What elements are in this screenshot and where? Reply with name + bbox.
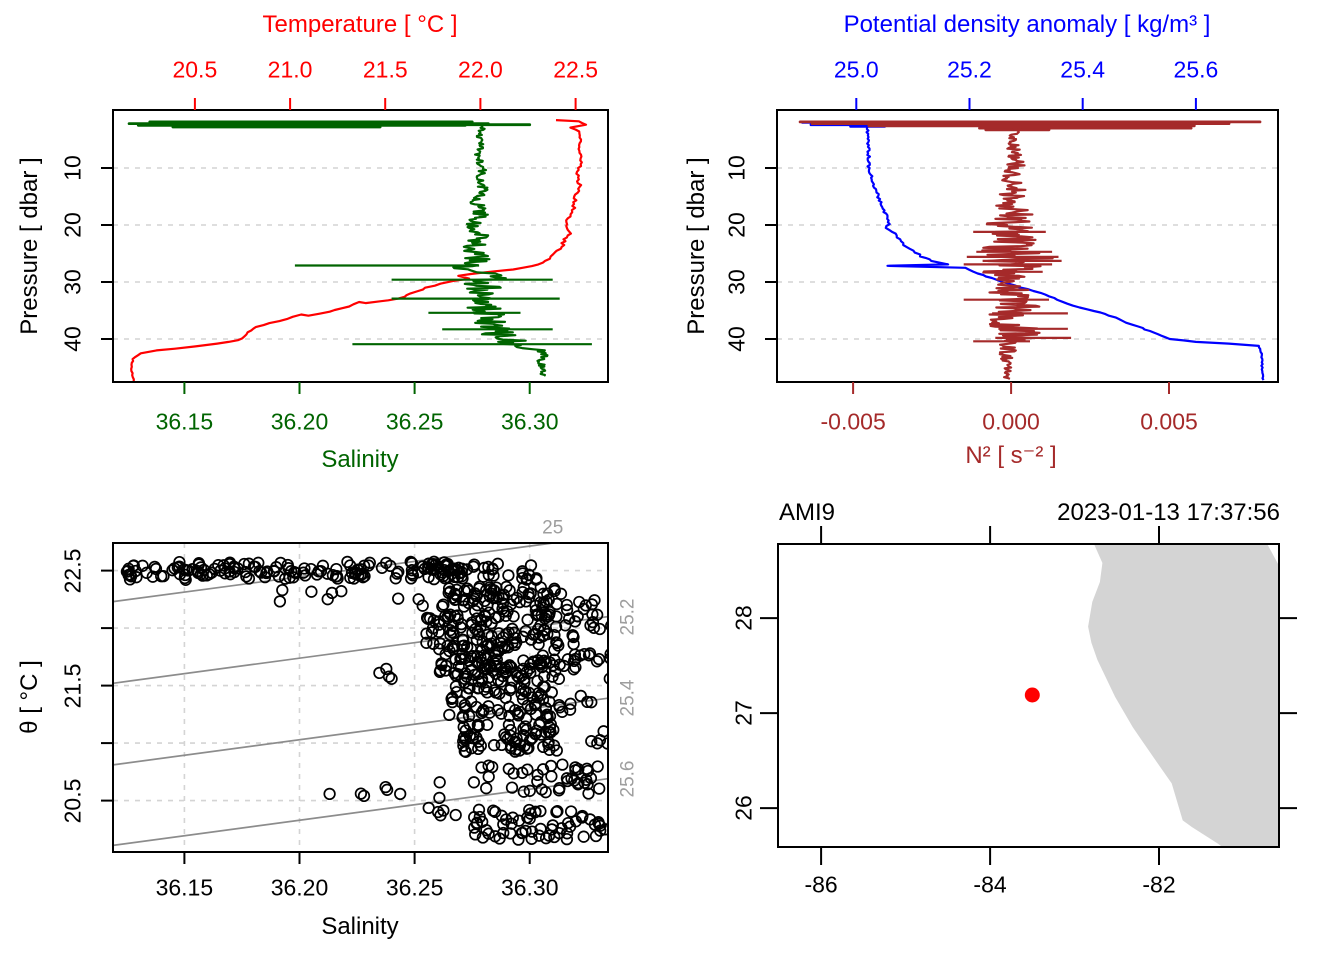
tick-label-theta: 20.5: [59, 778, 86, 823]
tick-label-salinity: 36.30: [500, 408, 559, 435]
tick-label-n2: 0.000: [982, 408, 1040, 435]
tick-label-longitude: -82: [1142, 871, 1176, 898]
tick-label-pressure: 10: [59, 155, 86, 181]
tick-label-salinity-ts: 36.30: [500, 874, 559, 901]
tick-label-density: 25.2: [947, 56, 992, 83]
tick-label-pressure: 40: [59, 326, 86, 352]
station-name-label: AMI9: [779, 499, 836, 526]
tick-label-density: 25.4: [1060, 56, 1106, 83]
tick-label-temperature: 22.0: [458, 56, 503, 83]
tick-label-temperature: 21.0: [267, 56, 313, 83]
isopycnal-label: 25.4: [617, 679, 639, 717]
pressure-axis-title-right: Pressure [ dbar ]: [683, 157, 710, 335]
theta-axis-title: θ [ °C ]: [16, 660, 43, 734]
isopycnal-label: 25.6: [617, 760, 639, 798]
tick-label-theta: 21.5: [59, 663, 86, 708]
tick-label-longitude: -84: [973, 871, 1007, 898]
station-marker: [1024, 687, 1040, 703]
tick-label-latitude: 26: [730, 795, 757, 821]
tick-label-temperature: 21.5: [362, 56, 408, 83]
tick-label-salinity-ts: 36.15: [155, 874, 214, 901]
tick-label-pressure: 20: [723, 212, 750, 238]
tick-label-pressure: 40: [723, 326, 750, 352]
temperature-axis-title: Temperature [ °C ]: [262, 11, 458, 38]
tick-label-theta: 22.5: [59, 548, 86, 593]
tick-label-longitude: -86: [804, 871, 838, 898]
isopycnal-label: 25: [542, 517, 564, 539]
station-timestamp-label: 2023-01-13 17:37:56: [1057, 499, 1280, 526]
tick-label-n2: -0.005: [820, 408, 886, 435]
salinity-axis-title-ts: Salinity: [321, 913, 399, 940]
tick-label-pressure: 20: [59, 212, 86, 238]
tick-label-n2: 0.005: [1140, 408, 1198, 435]
tick-label-salinity-ts: 36.20: [270, 874, 329, 901]
tick-label-salinity: 36.20: [270, 408, 329, 435]
n2-axis-title: N² [ s⁻² ]: [965, 442, 1057, 469]
tick-label-density: 25.0: [833, 56, 879, 83]
tick-label-temperature: 22.5: [553, 56, 599, 83]
tick-label-pressure: 30: [723, 269, 750, 295]
tick-label-temperature: 20.5: [172, 56, 218, 83]
tick-label-salinity: 36.15: [155, 408, 214, 435]
pressure-axis-title-left: Pressure [ dbar ]: [16, 157, 43, 335]
tick-label-latitude: 28: [730, 605, 757, 631]
tick-label-latitude: 27: [730, 700, 757, 726]
tick-label-pressure: 30: [59, 269, 86, 295]
tick-label-salinity: 36.25: [385, 408, 444, 435]
tick-label-pressure: 10: [723, 155, 750, 181]
tick-label-density: 25.6: [1173, 56, 1219, 83]
tick-label-salinity-ts: 36.25: [385, 874, 444, 901]
isopycnal-label: 25.2: [617, 598, 639, 636]
salinity-axis-title-profile: Salinity: [321, 446, 399, 473]
density-axis-title: Potential density anomaly [ kg/m³ ]: [843, 11, 1211, 38]
